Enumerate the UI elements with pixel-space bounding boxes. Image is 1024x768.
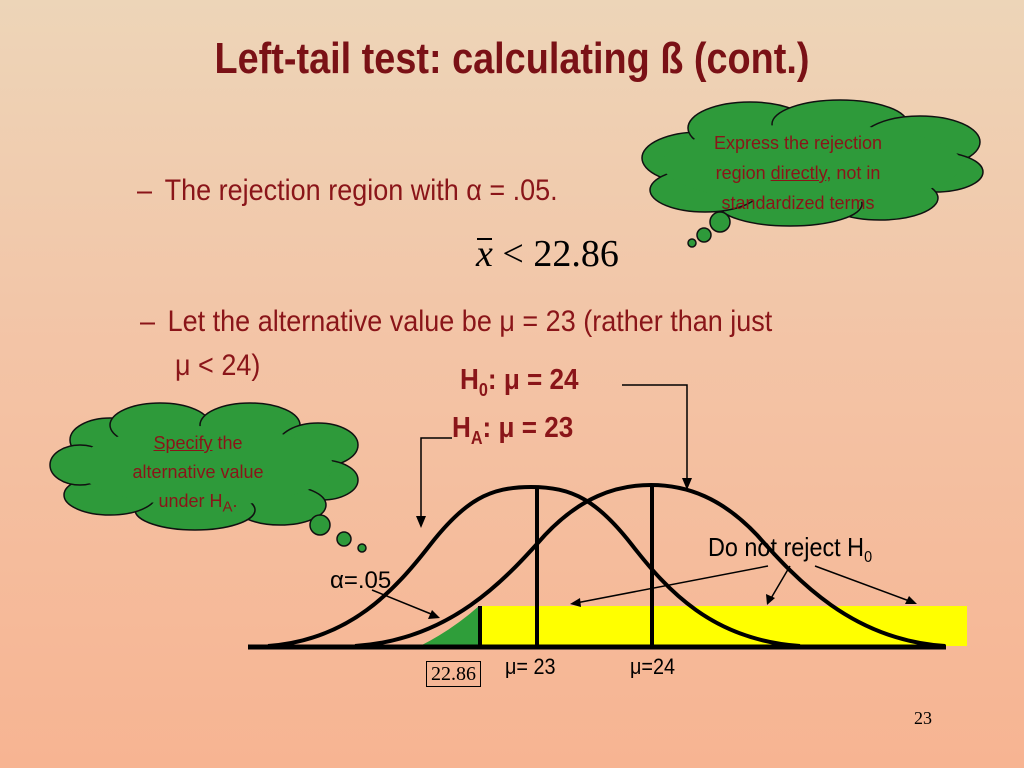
- alpha-arrow: [371, 589, 437, 617]
- bullet-dash: –: [137, 174, 153, 207]
- h0-letter: H: [460, 364, 479, 396]
- dnr-arrow-right: [814, 565, 913, 603]
- dnr-text: Do not reject H: [708, 532, 865, 562]
- cloud-left-line3-pre: under H: [158, 491, 223, 511]
- cloud-left-line3: under HA.: [108, 487, 288, 522]
- cloud-left-line2: alternative value: [132, 462, 264, 482]
- dnr-arrow-mid-head: [766, 594, 775, 605]
- dnr-sub: 0: [864, 549, 873, 567]
- formula-variable: x: [476, 233, 493, 275]
- cloud-left: [49, 402, 367, 553]
- alpha-label: α=.05: [330, 567, 392, 594]
- cloud-top-line2: region directly, not in: [672, 158, 924, 188]
- dnr-arrow-mid: [769, 565, 791, 601]
- h0-pointer-head: [682, 478, 692, 490]
- null-hypothesis: H0: μ = 24: [460, 364, 579, 401]
- alpha-arrow-head: [428, 610, 440, 619]
- bullet-alternative-value-cont: μ < 24): [175, 349, 261, 382]
- dnr-arrow-left: [575, 565, 769, 604]
- ha-sub: A: [470, 427, 483, 448]
- mu23-label: μ= 23: [505, 654, 556, 679]
- dnr-arrow-left-head: [570, 598, 581, 607]
- ha-pointer: [420, 437, 452, 520]
- alpha-tail-region: [420, 606, 479, 646]
- cloud-top-line2-pre: region: [715, 163, 771, 183]
- slide-title: Left-tail test: calculating ß (cont.): [214, 34, 810, 83]
- ha-letter: H: [452, 412, 471, 444]
- page-number: 23: [914, 708, 932, 728]
- cloud-top-line2-post: , not in: [826, 163, 881, 183]
- h0-pointer: [622, 384, 688, 482]
- cloud-left-line1: Specify the: [108, 429, 288, 458]
- h0-text: : μ = 24: [487, 364, 579, 396]
- bullet-dash: –: [140, 305, 156, 338]
- cloud-left-line3-sub: A: [222, 498, 233, 516]
- cloud-top-underlined: directly: [770, 163, 827, 183]
- formula-relation: <: [502, 233, 524, 275]
- do-not-reject-label: Do not reject H0: [708, 532, 872, 567]
- bullet-rejection-region: – The rejection region with α = .05.: [137, 174, 558, 208]
- bullet-text: The rejection region with α = .05.: [164, 174, 558, 207]
- ha-pointer-head: [416, 516, 426, 528]
- bullet-text: Let the alternative value be μ = 23 (rat…: [167, 305, 773, 338]
- mu24-label: μ=24: [630, 654, 675, 679]
- rejection-formula: x < 22.86: [476, 232, 619, 276]
- alternative-hypothesis: HA: μ = 23: [452, 412, 573, 449]
- cloud-top-text: Express the rejection region directly, n…: [672, 128, 924, 218]
- cloud-top-line1: Express the rejection: [713, 133, 883, 153]
- h0-sub: 0: [478, 379, 488, 400]
- cloud-left-line3-post: .: [232, 491, 238, 511]
- cloud-left-underlined: Specify: [153, 433, 213, 453]
- ha-text: : μ = 23: [482, 412, 574, 444]
- critical-value-label: 22.86: [426, 661, 481, 687]
- formula-value: 22.86: [533, 233, 619, 275]
- bullet-alternative-value: – Let the alternative value be μ = 23 (ra…: [140, 305, 772, 339]
- cloud-top-line3: standardized terms: [721, 193, 875, 213]
- cloud-top: [641, 99, 984, 248]
- dnr-arrow-right-head: [905, 596, 917, 604]
- cloud-left-text: Specify the alternative value under HA.: [108, 429, 288, 522]
- cloud-left-line1-post: the: [212, 433, 243, 453]
